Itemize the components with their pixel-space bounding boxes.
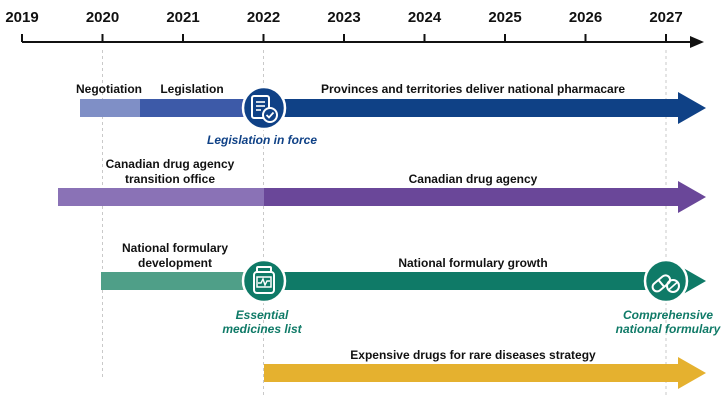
year-label-2026: 2026 (569, 9, 602, 26)
year-label-2021: 2021 (166, 9, 199, 26)
formulary-development-label-line1: National formulary (122, 241, 228, 255)
deliver-pharmacare-arrow (264, 92, 706, 124)
formulary-growth-arrow (264, 265, 706, 297)
essential-medicines-label-line1: Essential (236, 308, 289, 322)
formulary-growth-label: National formulary growth (398, 256, 547, 270)
legislation-label: Legislation (160, 82, 223, 96)
essential-medicines-label-line2: medicines list (222, 322, 302, 336)
year-labels: 2019 2020 2021 2022 2023 2024 2025 2026 2027 (5, 9, 682, 26)
document-check-icon (241, 85, 287, 131)
deliver-pharmacare-label: Provinces and territories deliver nation… (321, 82, 625, 96)
year-label-2023: 2023 (327, 9, 360, 26)
year-label-2027: 2027 (649, 9, 682, 26)
axis-arrowhead (690, 36, 704, 48)
negotiation-bar (80, 99, 140, 117)
axis-ticks (21, 34, 667, 42)
year-label-2025: 2025 (488, 9, 521, 26)
drug-agency-label: Canadian drug agency (409, 172, 538, 186)
year-label-2020: 2020 (86, 9, 119, 26)
formulary-development-bar (101, 272, 264, 290)
formulary-development-label-line2: development (138, 256, 212, 270)
timeline-axis: 2019 2020 2021 2022 2023 2024 2025 2026 2027 (5, 9, 704, 48)
year-label-2022: 2022 (247, 9, 280, 26)
transition-office-label-line1: Canadian drug agency (106, 157, 235, 171)
row-rare-diseases: Expensive drugs for rare diseases strate… (264, 348, 706, 389)
transition-office-bar (58, 188, 264, 206)
row-drug-agency: Canadian drug agency transition office C… (58, 157, 706, 213)
year-label-2024: 2024 (408, 9, 442, 26)
drug-agency-arrow (264, 181, 706, 213)
transition-office-label-line2: transition office (125, 172, 215, 186)
pill-capsule-icon (643, 258, 689, 304)
negotiation-label: Negotiation (76, 82, 142, 96)
rare-diseases-arrow (264, 357, 706, 389)
medicine-bottle-icon (241, 258, 287, 304)
year-label-2019: 2019 (5, 9, 38, 26)
legislation-bar (140, 99, 264, 117)
row-national-formulary: National formulary development National … (101, 241, 722, 336)
rare-diseases-label: Expensive drugs for rare diseases strate… (350, 348, 596, 362)
comprehensive-formulary-label-line2: national formulary (616, 322, 722, 336)
legislation-in-force-label: Legislation in force (207, 133, 317, 147)
comprehensive-formulary-label-line1: Comprehensive (623, 308, 713, 322)
row-pharmacare: Negotiation Legislation Provinces and te… (76, 82, 706, 147)
